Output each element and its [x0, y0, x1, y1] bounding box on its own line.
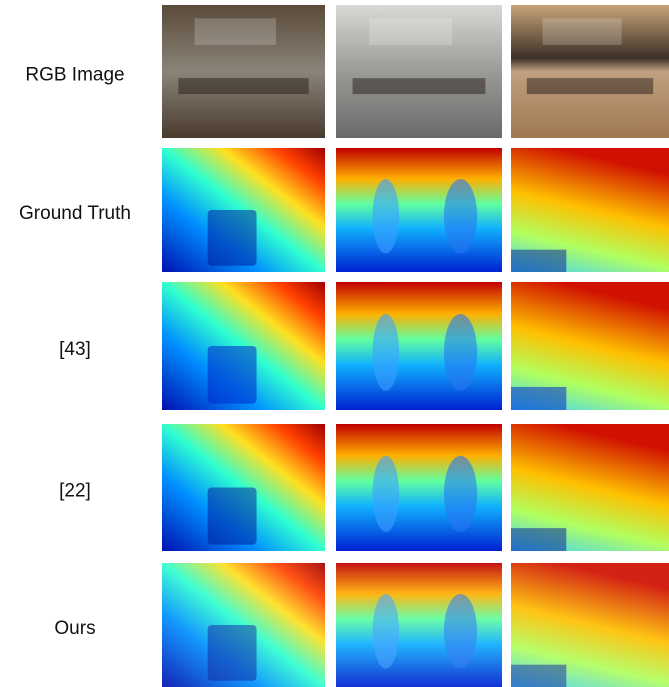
row-label: [22]	[59, 481, 91, 502]
depth-map	[336, 424, 502, 551]
object-shape	[373, 314, 400, 391]
depth-map	[336, 282, 502, 410]
image-detail	[353, 78, 486, 94]
object-shape	[511, 250, 566, 272]
image-detail	[178, 78, 308, 94]
noise-overlay	[162, 563, 325, 687]
figure: RGB Image Ground Truth [43] [22] Ours	[0, 0, 669, 687]
depth-map	[511, 424, 669, 551]
image-background	[336, 148, 502, 272]
object-shape	[208, 346, 257, 404]
image-detail	[195, 18, 277, 45]
image-background	[336, 424, 502, 551]
depth-map	[511, 148, 669, 272]
object-shape	[373, 456, 400, 532]
depth-map	[511, 563, 669, 687]
image-background	[336, 282, 502, 410]
depth-map	[162, 424, 325, 551]
image-detail	[369, 18, 452, 45]
object-shape	[208, 488, 257, 545]
noise-overlay	[511, 563, 669, 687]
row-label: Ground Truth	[19, 203, 131, 224]
row-label: RGB Image	[25, 65, 124, 86]
object-shape	[444, 456, 477, 532]
depth-map	[336, 148, 502, 272]
row-label: Ours	[54, 618, 95, 639]
object-shape	[373, 179, 400, 253]
image-detail	[527, 78, 653, 94]
object-shape	[208, 210, 257, 266]
rgb-image	[511, 5, 669, 138]
object-shape	[444, 179, 477, 253]
depth-map	[162, 282, 325, 410]
depth-map	[511, 282, 669, 410]
depth-map	[336, 563, 502, 687]
image-grid	[162, 5, 669, 687]
object-shape	[511, 387, 566, 410]
object-shape	[511, 528, 566, 551]
depth-map	[162, 563, 325, 687]
row-label: [43]	[59, 339, 91, 360]
depth-map	[162, 148, 325, 272]
image-detail	[543, 18, 622, 45]
object-shape	[444, 314, 477, 391]
rgb-image	[336, 5, 502, 138]
row-labels: RGB Image Ground Truth [43] [22] Ours	[19, 65, 131, 640]
noise-overlay	[336, 563, 502, 687]
rgb-image	[162, 5, 325, 138]
